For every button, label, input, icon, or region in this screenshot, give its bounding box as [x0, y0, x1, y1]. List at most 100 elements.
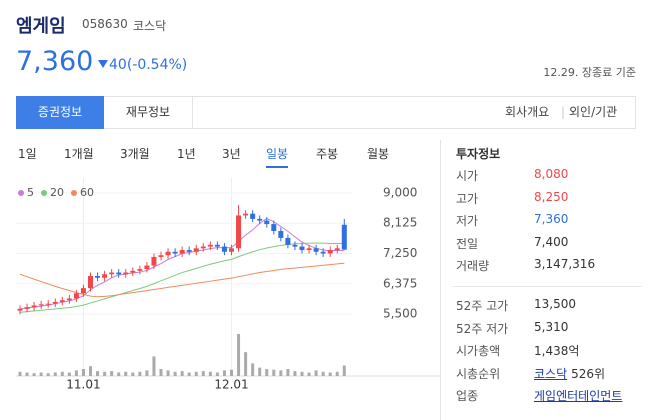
- market: 코스닥: [133, 19, 167, 33]
- candle-body: [243, 213, 249, 216]
- candle-body: [264, 220, 270, 225]
- info-value: 5,310: [534, 320, 568, 334]
- candle-body: [144, 265, 150, 270]
- volume-bar: [258, 367, 262, 376]
- period-button[interactable]: 일봉: [266, 145, 289, 168]
- separator: [440, 140, 441, 420]
- legend-label: 20: [50, 186, 64, 199]
- tab-link[interactable]: 회사개요: [505, 105, 550, 119]
- volume-bar: [152, 356, 156, 376]
- volume-bar: [194, 371, 198, 376]
- volume-bar: [173, 371, 177, 376]
- info-label: 거래량: [456, 259, 490, 273]
- legend-dot: [18, 190, 24, 196]
- change: 40(-0.54%): [97, 57, 187, 73]
- info-text: 526위: [571, 366, 606, 381]
- candle-body: [313, 248, 319, 252]
- volume-bar: [117, 372, 121, 376]
- volume-bar: [124, 371, 128, 376]
- candle-body: [45, 303, 51, 305]
- candle-body: [109, 272, 115, 275]
- candle-body: [165, 251, 171, 256]
- info-link[interactable]: 코스닥: [534, 366, 568, 381]
- candle-body: [52, 301, 58, 304]
- candle-body: [102, 274, 108, 278]
- candle-body: [137, 269, 143, 271]
- candle-body: [95, 276, 101, 278]
- volume-bar: [286, 369, 290, 376]
- volume-bar: [279, 370, 283, 376]
- volume-bar: [103, 371, 107, 376]
- period-button[interactable]: 1일: [18, 147, 37, 161]
- period-button[interactable]: 1개월: [64, 147, 94, 161]
- info-label: 고가: [456, 191, 479, 206]
- volume-bar: [138, 371, 142, 376]
- volume-bar: [53, 372, 57, 376]
- candle-body: [38, 304, 44, 306]
- volume-bar: [342, 365, 346, 376]
- period-button[interactable]: 월봉: [367, 147, 390, 161]
- legend-dot: [71, 190, 77, 196]
- info-value: 1,438억: [534, 342, 579, 359]
- volume-bar: [314, 370, 318, 376]
- candle-body: [186, 250, 192, 252]
- candle-body: [292, 244, 298, 247]
- y-tick-label: 6,375: [383, 276, 417, 290]
- candle-body: [214, 244, 220, 247]
- info-label: 시가총액: [456, 344, 501, 358]
- tab-link[interactable]: 외인/기관: [569, 105, 618, 119]
- tab-bar: 증권정보 재무정보 회사개요 외인/기관 |: [16, 96, 636, 129]
- price: 7,360: [16, 46, 94, 77]
- info-label: 저가: [456, 214, 479, 228]
- volume-bar: [32, 373, 36, 376]
- x-tick-label: 11.01: [66, 378, 100, 392]
- info-label: 52주 고가: [456, 299, 509, 313]
- candle-body: [250, 213, 256, 219]
- info-label: 52주 저가: [456, 321, 509, 336]
- tab[interactable]: 증권정보: [16, 96, 104, 129]
- tab[interactable]: 재무정보: [104, 96, 193, 129]
- candle-body: [24, 307, 30, 309]
- period-button[interactable]: 3개월: [120, 147, 150, 161]
- candle-body: [200, 246, 206, 249]
- candle-body: [306, 248, 312, 251]
- volume-bar: [110, 371, 114, 376]
- volume-bar: [265, 369, 269, 376]
- x-tick-label: 12.01: [214, 378, 248, 392]
- info-value: 8,080: [534, 167, 568, 181]
- volume-bar: [81, 369, 85, 376]
- volume-bar: [166, 370, 170, 376]
- candle-body: [229, 248, 234, 252]
- info-value: 7,360: [534, 212, 568, 226]
- candle-body: [285, 237, 291, 245]
- volume-bar: [39, 372, 43, 376]
- info-label: 시가: [456, 169, 479, 183]
- volume-bar: [215, 372, 219, 376]
- info-label: 전일: [456, 236, 479, 251]
- legend-label: 60: [80, 186, 94, 199]
- volume-bar: [131, 372, 135, 376]
- period-button[interactable]: 1년: [177, 147, 196, 161]
- info-text: 1,438억: [534, 344, 580, 358]
- period-button[interactable]: 주봉: [316, 147, 339, 161]
- candle-body: [278, 231, 284, 238]
- candle-body: [327, 250, 333, 254]
- y-tick-label: 7,250: [383, 246, 417, 260]
- info-value: 게임엔터테인먼트: [534, 387, 622, 404]
- legend-dot: [41, 190, 47, 196]
- info-link[interactable]: 게임엔터테인먼트: [534, 389, 623, 403]
- period-button[interactable]: 3년: [222, 147, 241, 161]
- volume-bar: [208, 371, 212, 376]
- volume-bar: [201, 371, 205, 376]
- candle-body: [73, 293, 79, 299]
- chart: 11.01 12.01 9,000 8,125 7,250 6,375 5,500 5 20 60: [16, 178, 440, 392]
- candle-body: [17, 308, 23, 311]
- candle-body: [123, 272, 129, 275]
- info-label: 시총순위: [456, 366, 501, 381]
- info-value: 8,250: [534, 190, 568, 204]
- moving-average: [19, 217, 345, 310]
- volume-bar: [222, 370, 226, 376]
- y-tick-label: 9,000: [383, 185, 417, 199]
- candle-body: [271, 224, 277, 231]
